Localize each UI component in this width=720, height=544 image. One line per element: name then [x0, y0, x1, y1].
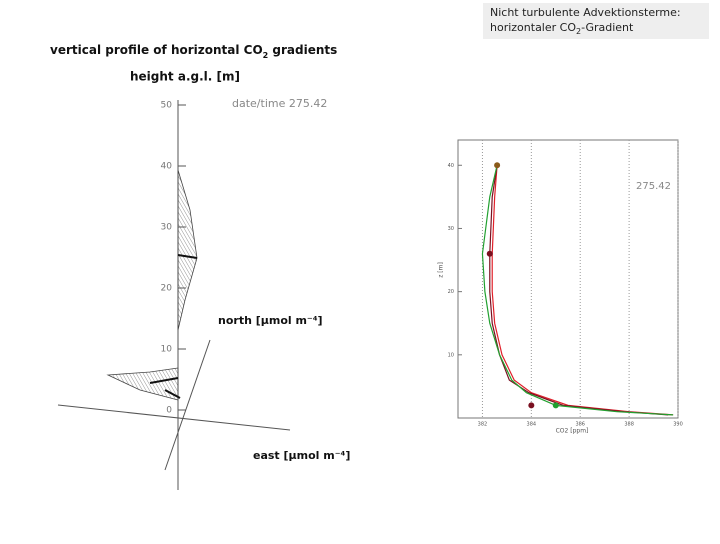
- text: 2: [263, 51, 269, 60]
- marker: [494, 162, 501, 169]
- y-tick-label: 40: [448, 163, 454, 169]
- marker: [528, 402, 535, 409]
- y-tick-label: 30: [448, 226, 454, 232]
- y-axis-label: z [m]: [438, 262, 445, 278]
- text: vertical profile of horizontal CO: [50, 43, 263, 57]
- y-tick-label: 20: [448, 289, 454, 295]
- north-label: north [μmol m⁻⁴]: [218, 314, 323, 327]
- text: gradients: [268, 43, 337, 57]
- height-tick-label: 10: [161, 345, 173, 355]
- date-label: date/time 275.42: [232, 97, 327, 110]
- profile-marker: [149, 377, 179, 384]
- text: horizontaler CO: [490, 21, 576, 34]
- line: [491, 165, 674, 416]
- x-tick-label: 386: [575, 422, 585, 428]
- profile-marker: [164, 389, 181, 399]
- text: -Gradient: [581, 21, 634, 34]
- height-tick-label: 50: [161, 101, 173, 111]
- x-tick-label: 384: [527, 422, 537, 428]
- marker: [486, 250, 493, 257]
- x-axis-label: CO2 [ppm]: [556, 428, 589, 435]
- x-tick-label: 388: [624, 422, 634, 428]
- text: 2: [576, 27, 581, 36]
- height-tick-label: 40: [161, 162, 173, 172]
- east-label: east [μmol m⁻⁴]: [253, 449, 350, 462]
- header-line1: Nicht turbulente Advektionsterme:: [490, 6, 681, 19]
- line: [489, 165, 669, 416]
- header-line2: horizontaler CO2-Gradient: [490, 21, 634, 36]
- profile-marker: [177, 254, 198, 259]
- header-box: [483, 3, 709, 39]
- line: [481, 165, 674, 416]
- y-tick-label: 10: [448, 352, 454, 358]
- axes-3d: [57, 100, 291, 490]
- height-tick-label: 0: [166, 406, 172, 416]
- annotation: 275.42: [636, 181, 671, 192]
- profile-upper: [177, 169, 198, 331]
- marker: [552, 402, 559, 409]
- x-tick-label: 390: [673, 422, 683, 428]
- height-tick-label: 30: [161, 223, 173, 233]
- left-title: vertical profile of horizontal CO2 gradi…: [50, 43, 337, 60]
- height-label: height a.g.l. [m]: [130, 70, 240, 84]
- x-tick-label: 382: [478, 422, 488, 428]
- height-tick-label: 20: [161, 284, 173, 294]
- profile-lower: [106, 367, 179, 401]
